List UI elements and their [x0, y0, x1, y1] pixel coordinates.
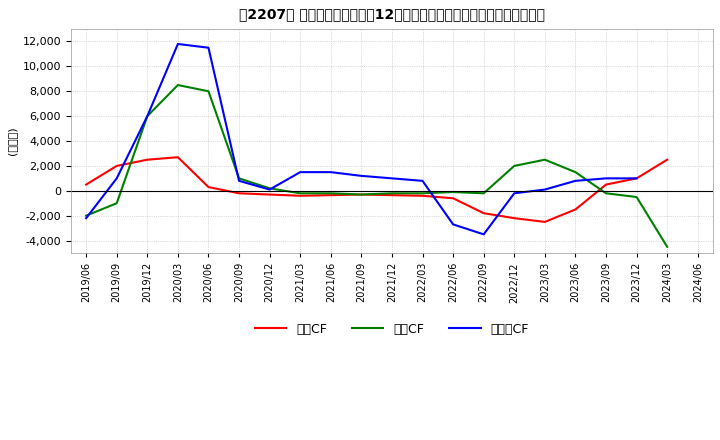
営業CF: [326, 193, 335, 198]
投資CF: [174, 82, 182, 88]
フリーCF: [602, 176, 611, 181]
投資CF: [571, 169, 580, 175]
フリーCF: [326, 169, 335, 175]
Legend: 営業CF, 投資CF, フリーCF: 営業CF, 投資CF, フリーCF: [250, 318, 534, 341]
投資CF: [143, 114, 152, 119]
投資CF: [632, 194, 641, 200]
フリーCF: [204, 45, 213, 50]
営業CF: [143, 157, 152, 162]
Line: 投資CF: 投資CF: [86, 85, 667, 247]
投資CF: [387, 191, 396, 196]
営業CF: [387, 193, 396, 198]
投資CF: [510, 163, 518, 169]
フリーCF: [449, 222, 457, 227]
営業CF: [82, 182, 91, 187]
投資CF: [602, 191, 611, 196]
営業CF: [571, 207, 580, 212]
フリーCF: [632, 176, 641, 181]
フリーCF: [235, 178, 243, 183]
営業CF: [510, 216, 518, 221]
投資CF: [541, 157, 549, 162]
営業CF: [449, 196, 457, 201]
フリーCF: [541, 187, 549, 192]
フリーCF: [357, 173, 366, 179]
営業CF: [174, 154, 182, 160]
フリーCF: [265, 187, 274, 192]
フリーCF: [480, 232, 488, 237]
営業CF: [112, 163, 121, 169]
投資CF: [480, 191, 488, 196]
投資CF: [112, 201, 121, 206]
投資CF: [204, 88, 213, 94]
フリーCF: [510, 191, 518, 196]
営業CF: [480, 211, 488, 216]
投資CF: [82, 213, 91, 218]
フリーCF: [112, 176, 121, 181]
営業CF: [632, 176, 641, 181]
Y-axis label: (百万円): (百万円): [7, 127, 17, 155]
営業CF: [265, 192, 274, 197]
Title: 【2207】 キャッシュフローの12か月移動合計の対前年同期増減額の推移: 【2207】 キャッシュフローの12か月移動合計の対前年同期増減額の推移: [239, 7, 545, 21]
投資CF: [357, 192, 366, 197]
営業CF: [204, 184, 213, 190]
フリーCF: [143, 114, 152, 119]
フリーCF: [571, 178, 580, 183]
投資CF: [449, 189, 457, 194]
投資CF: [418, 191, 427, 196]
営業CF: [418, 193, 427, 198]
営業CF: [602, 182, 611, 187]
フリーCF: [387, 176, 396, 181]
フリーCF: [174, 41, 182, 47]
フリーCF: [296, 169, 305, 175]
営業CF: [357, 192, 366, 197]
投資CF: [265, 186, 274, 191]
営業CF: [663, 157, 672, 162]
営業CF: [235, 191, 243, 196]
フリーCF: [693, 216, 702, 221]
営業CF: [541, 219, 549, 224]
投資CF: [663, 244, 672, 249]
投資CF: [296, 191, 305, 196]
Line: フリーCF: フリーCF: [86, 44, 698, 235]
営業CF: [296, 193, 305, 198]
フリーCF: [82, 216, 91, 221]
投資CF: [326, 191, 335, 196]
Line: 営業CF: 営業CF: [86, 157, 667, 222]
投資CF: [235, 176, 243, 181]
フリーCF: [418, 178, 427, 183]
